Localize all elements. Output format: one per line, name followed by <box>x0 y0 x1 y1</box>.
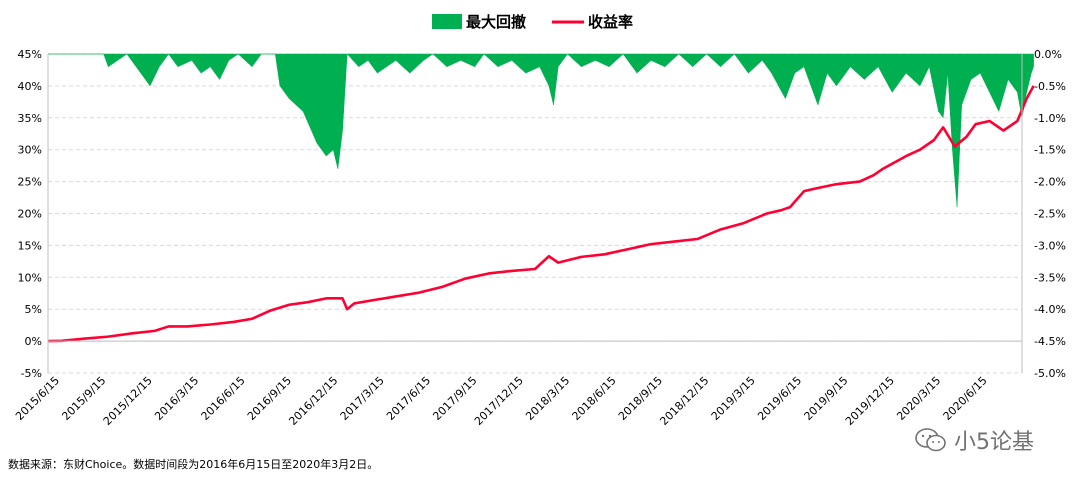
x-tick-label: 2016/6/15 <box>199 374 248 423</box>
right-tick-label: -4.0% <box>1034 303 1066 316</box>
x-tick-label: 2020/3/15 <box>894 374 943 423</box>
right-axis-ticks: -5.0% -4.5% -4.0% -3.5% -3.0% -2.5% -2.0% -1.5%… <box>1034 48 1066 380</box>
left-tick-label: 40% <box>18 80 42 93</box>
drawdown-legend-label: 最大回撤 <box>466 13 526 31</box>
source-note: 数据来源：东财Choice。数据时间段为2016年6月15日至2020年3月2日… <box>8 458 379 471</box>
x-tick-label: 2015/12/15 <box>101 374 155 428</box>
x-tick-label: 2019/3/15 <box>709 374 758 423</box>
x-tick-label: 2017/9/15 <box>430 374 479 423</box>
wechat-icon <box>915 428 946 452</box>
x-tick-label: 2016/3/15 <box>152 374 201 423</box>
left-tick-label: 45% <box>18 48 42 61</box>
return-line-layer <box>47 85 1035 343</box>
x-tick-label: 2017/12/15 <box>472 374 526 428</box>
x-tick-label: 2019/6/15 <box>755 374 804 423</box>
left-tick-label: 25% <box>18 176 42 189</box>
x-tick-label: 2016/12/15 <box>286 374 340 428</box>
left-axis-ticks: -5% 0% 5% 10% 15% 20% 25% 30% 35% 40% 45% <box>18 48 42 380</box>
x-tick-label: 2018/3/15 <box>523 374 572 423</box>
left-tick-label: -5% <box>21 367 42 380</box>
x-tick-label: 2017/3/15 <box>338 374 387 423</box>
x-tick-label: 2015/6/15 <box>13 374 62 423</box>
x-axis-ticks: 2015/6/152015/9/152015/12/152016/3/15201… <box>13 374 990 428</box>
x-tick-label: 2018/12/15 <box>657 374 711 428</box>
x-tick-label: 2018/6/15 <box>570 374 619 423</box>
x-tick-label: 2016/9/15 <box>245 374 294 423</box>
right-tick-label: -4.5% <box>1034 335 1066 348</box>
right-tick-label: -5.0% <box>1034 367 1066 380</box>
left-tick-label: 35% <box>18 112 42 125</box>
x-tick-label: 2019/9/15 <box>802 374 851 423</box>
drawdown-area-layer <box>48 53 1034 208</box>
x-tick-label: 2020/6/15 <box>941 374 990 423</box>
x-tick-label: 2019/12/15 <box>843 374 897 428</box>
left-tick-label: 20% <box>18 208 42 221</box>
return-legend-label: 收益率 <box>588 13 633 31</box>
right-tick-label: 0.0% <box>1034 48 1062 61</box>
left-tick-label: 10% <box>18 271 42 284</box>
right-tick-label: -1.0% <box>1034 112 1066 125</box>
right-tick-label: -3.5% <box>1034 271 1066 284</box>
left-tick-label: 30% <box>18 144 42 157</box>
right-tick-label: -2.5% <box>1034 208 1066 221</box>
x-tick-label: 2018/9/15 <box>616 374 665 423</box>
left-tick-label: 15% <box>18 239 42 252</box>
left-tick-label: 5% <box>25 303 42 316</box>
right-tick-label: -2.0% <box>1034 176 1066 189</box>
return-line <box>47 85 1035 343</box>
watermark: 小5论基 <box>914 424 1034 456</box>
drawdown-area <box>48 53 1034 208</box>
left-tick-label: 0% <box>25 335 42 348</box>
right-tick-label: -0.5% <box>1034 80 1066 93</box>
watermark-text: 小5论基 <box>954 430 1034 455</box>
x-tick-label: 2017/6/15 <box>384 374 433 423</box>
chart-legend: 最大回撤 收益率 <box>432 13 633 31</box>
x-tick-label: 2015/9/15 <box>59 374 108 423</box>
right-tick-label: -3.0% <box>1034 239 1066 252</box>
drawdown-legend-swatch <box>432 14 462 29</box>
right-tick-label: -1.5% <box>1034 144 1066 157</box>
axes <box>47 54 1023 373</box>
